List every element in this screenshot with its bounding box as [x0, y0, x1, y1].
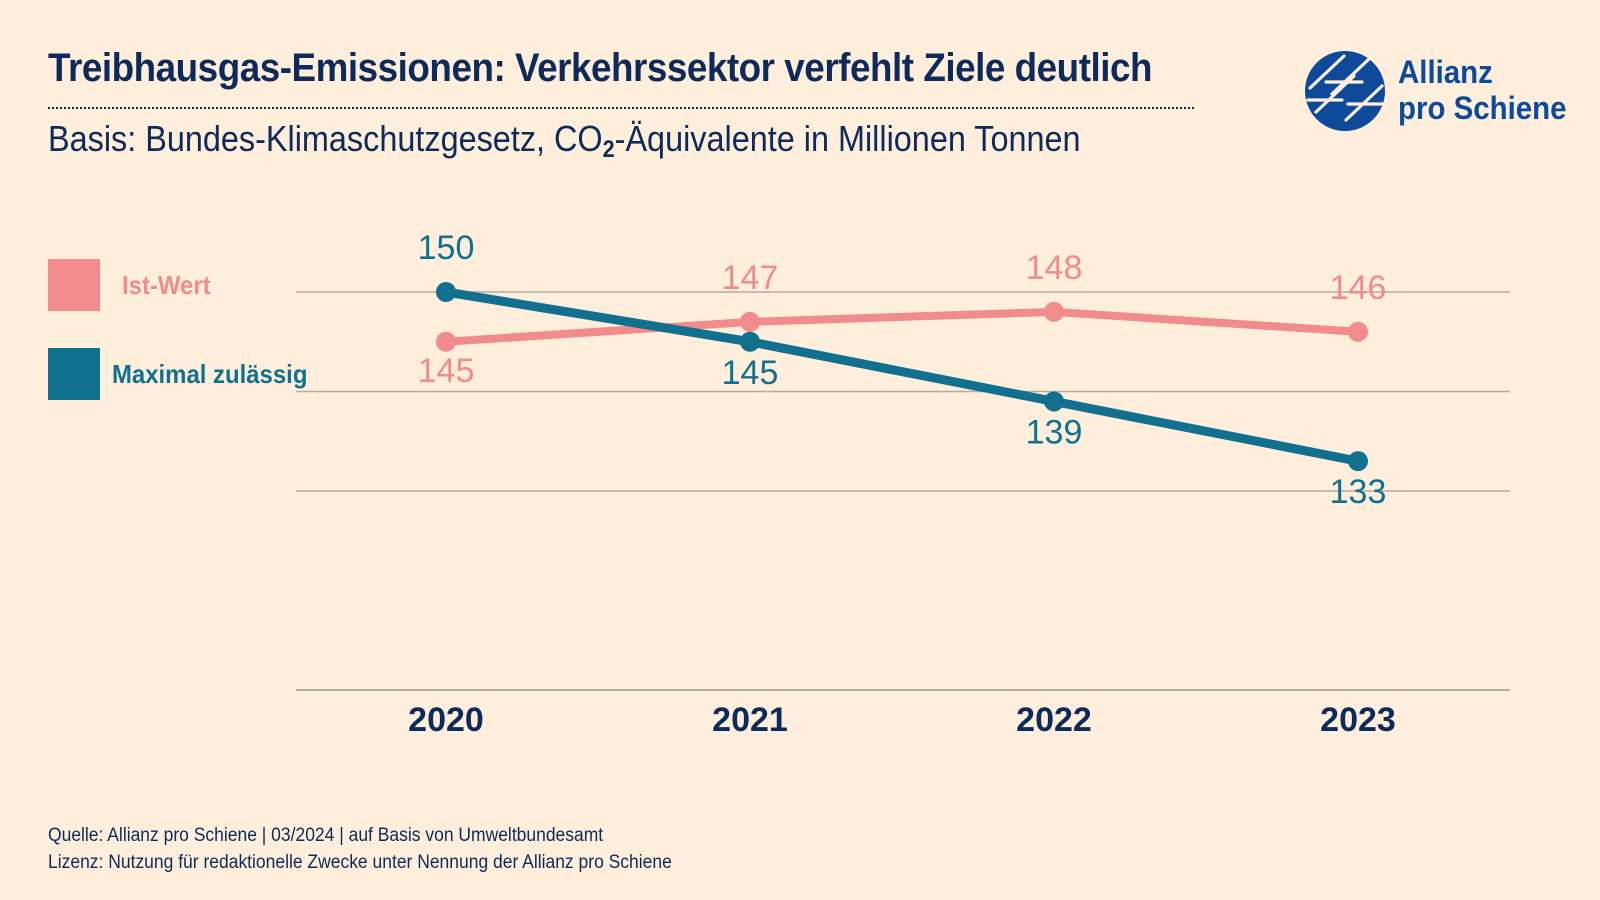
subtitle-prefix: Basis: Bundes-Klimaschutzgesetz, CO: [48, 118, 603, 159]
data-point-max: [436, 282, 456, 302]
footer-license: Lizenz: Nutzung für redaktionelle Zwecke…: [48, 852, 672, 873]
data-label-max: 139: [1026, 413, 1083, 451]
data-label-max: 133: [1330, 473, 1387, 511]
legend-item-ist: Ist-Wert: [48, 259, 218, 311]
footer: Quelle: Allianz pro Schiene | 03/2024 | …: [48, 822, 672, 876]
data-label-ist: 147: [722, 259, 779, 297]
x-tick-label: 2020: [408, 701, 484, 739]
data-label-max: 150: [418, 229, 475, 267]
x-tick-label: 2023: [1320, 701, 1396, 739]
subtitle-suffix: -Äquivalente in Millionen Tonnen: [614, 118, 1081, 159]
data-point-ist: [1348, 321, 1368, 342]
title-divider: [48, 107, 1194, 109]
footer-source: Quelle: Allianz pro Schiene | 03/2024 | …: [48, 825, 604, 846]
logo-line-2: pro Schiene: [1398, 90, 1567, 126]
legend-label-ist: Ist-Wert: [122, 269, 211, 300]
data-point-max: [1044, 391, 1064, 412]
x-tick-label: 2021: [712, 701, 788, 739]
series-line-ist: [442, 307, 1362, 346]
brand-logo: Allianz pro Schiene: [1302, 48, 1582, 134]
data-label-max: 145: [722, 354, 779, 392]
data-point-ist: [436, 331, 456, 352]
legend-swatch-ist: [48, 259, 100, 311]
page-subtitle: Basis: Bundes-Klimaschutzgesetz, CO2-Äqu…: [48, 118, 1081, 164]
data-point-max: [1348, 451, 1368, 472]
subtitle-subscript: 2: [602, 136, 615, 163]
data-label-ist: 146: [1330, 269, 1387, 307]
logo-line-1: Allianz: [1398, 54, 1493, 90]
x-tick-label: 2022: [1016, 701, 1092, 739]
data-point-ist: [740, 311, 760, 332]
logo-wordmark: Allianz pro Schiene: [1398, 54, 1567, 126]
data-label-ist: 145: [418, 352, 475, 390]
legend-swatch-max: [48, 348, 100, 400]
allianz-pro-schiene-logo-icon: [1305, 51, 1388, 131]
data-point-ist: [1044, 301, 1064, 322]
page-title: Treibhausgas-Emissionen: Verkehrssektor …: [48, 46, 1153, 90]
data-label-ist: 148: [1026, 249, 1083, 287]
legend-label-max: Maximal zulässig: [112, 358, 308, 389]
data-point-max: [740, 331, 760, 352]
series-line-max: [441, 287, 1363, 466]
legend-item-max: Maximal zulässig: [48, 348, 324, 400]
